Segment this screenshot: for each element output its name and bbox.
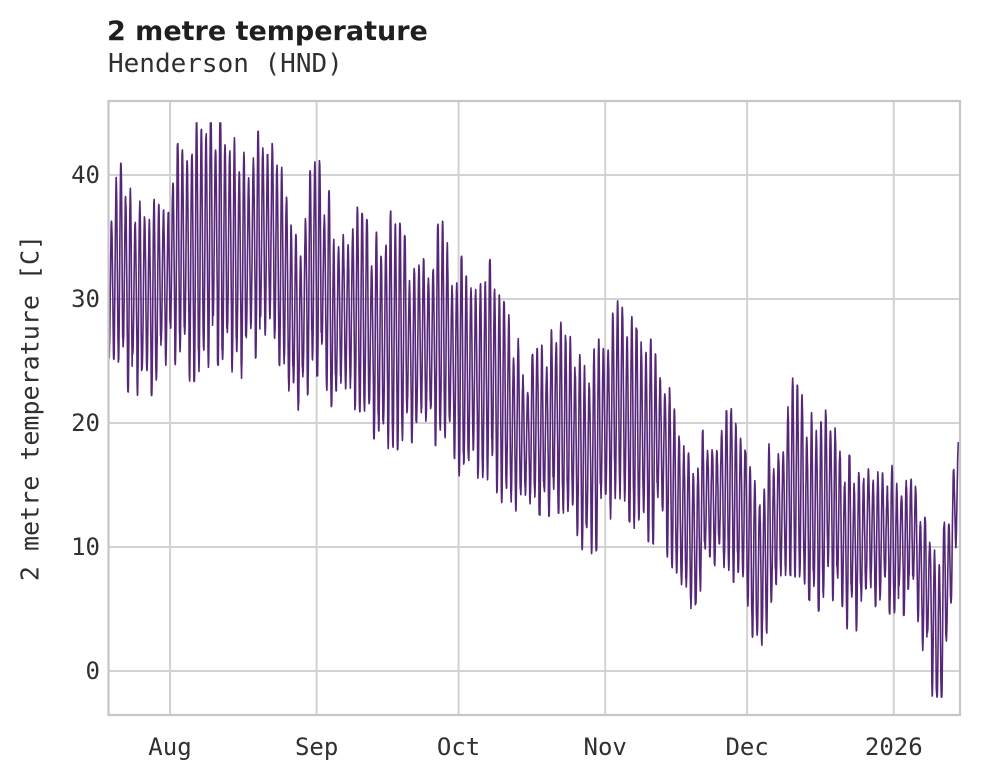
temperature-series-line [107,122,960,698]
x-tick-label: Sep [294,733,339,761]
x-tick-label: 2026 [864,733,923,761]
y-tick-label: 10 [71,532,100,561]
y-tick-label: 40 [71,161,100,190]
x-tick-label: Aug [148,733,192,761]
y-tick-label: 20 [71,409,100,437]
chart-subtitle: Henderson (HND) [108,49,343,79]
y-tick-label: 0 [85,656,100,685]
plot-border [107,99,962,717]
x-tick-label: Nov [583,733,627,761]
y-tick-label: 30 [71,285,100,313]
x-tick-label: Dec [725,733,769,761]
chart-title: 2 metre temperature [107,16,428,47]
x-tick-label: Oct [436,733,481,761]
